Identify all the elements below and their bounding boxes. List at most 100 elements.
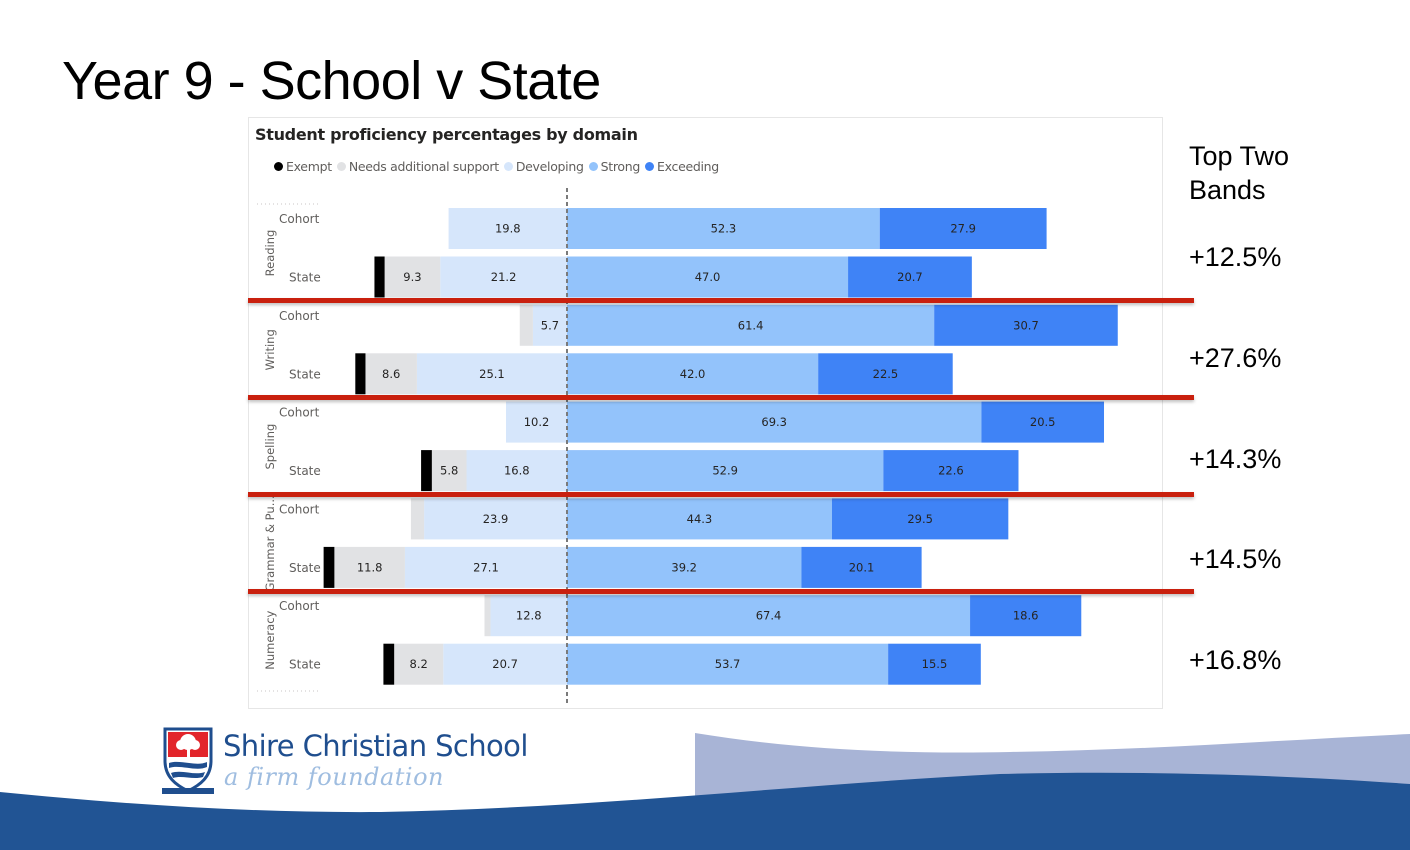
bar-exempt <box>355 353 366 395</box>
row-label: Cohort <box>279 599 320 613</box>
data-label: 20.5 <box>1030 415 1056 429</box>
row-label: State <box>289 658 321 672</box>
data-label: 15.5 <box>922 657 948 671</box>
bar-exceeding <box>888 643 981 685</box>
bar-developing <box>506 401 567 443</box>
bar-exceeding <box>934 304 1118 346</box>
top-two-heading-line1: Top Two <box>1189 141 1290 171</box>
legend-item-exceeding[interactable]: Exceeding <box>645 159 719 174</box>
data-label: 21.2 <box>491 270 517 284</box>
chart-title: Student proficiency percentages by domai… <box>255 125 638 144</box>
row-label: Cohort <box>279 502 320 516</box>
data-label: 22.6 <box>938 464 964 478</box>
domain-label: Grammar & Pu... <box>263 495 277 591</box>
legend-item-strong[interactable]: Strong <box>588 159 640 174</box>
row-label: Cohort <box>279 406 320 420</box>
divider-line <box>248 395 1194 400</box>
bar-developing <box>490 595 567 637</box>
legend-label: Developing <box>515 159 584 174</box>
top-two-diff-spelling: +14.3% <box>1189 444 1282 474</box>
school-name: Shire Christian School <box>223 729 528 763</box>
chart-visual: Student proficiency percentages by domai… <box>248 117 1163 709</box>
divider-line <box>248 298 1194 303</box>
data-label: 12.8 <box>516 609 542 623</box>
bar-developing <box>466 450 567 492</box>
bar-developing <box>424 498 567 540</box>
top-two-diff-grammar: +14.5% <box>1189 544 1282 574</box>
bar-exempt <box>383 643 395 685</box>
bar-exceeding <box>970 595 1082 637</box>
bar-developing <box>532 304 567 346</box>
chart-plot-area: 19.8 52.3 27.9 Cohort 21.2 9.3 47.0 20.7 State Re… <box>257 188 1118 706</box>
bar-strong <box>567 546 802 588</box>
top-two-diff-numeracy: +16.8% <box>1189 645 1282 675</box>
bar-exceeding <box>831 498 1009 540</box>
legend-label: Exempt <box>286 159 332 174</box>
bar-developing <box>440 256 567 298</box>
data-label: 9.3 <box>403 270 421 284</box>
data-label: 8.6 <box>382 367 400 381</box>
bar-needs-additional-support <box>394 643 444 685</box>
data-label: 67.4 <box>756 609 782 623</box>
data-label: 61.4 <box>738 318 764 332</box>
bar-needs-additional-support <box>384 256 441 298</box>
domain-label: Reading <box>263 230 277 277</box>
bar-strong <box>567 643 889 685</box>
school-crest-logo <box>162 727 214 794</box>
bar-needs-additional-support <box>334 546 405 588</box>
row-label: State <box>289 271 321 285</box>
bar-developing <box>443 643 567 685</box>
slide-title: Year 9 - School v State <box>62 51 601 111</box>
footer-wave-dark <box>0 772 1410 850</box>
data-label: 29.5 <box>907 512 933 526</box>
data-label: 30.7 <box>1013 318 1039 332</box>
bar-needs-additional-support <box>519 304 533 346</box>
data-label: 52.9 <box>712 464 738 478</box>
data-label: 39.2 <box>671 560 697 574</box>
data-label: 23.9 <box>483 512 509 526</box>
bar-exempt <box>374 256 385 298</box>
data-label: 44.3 <box>687 512 713 526</box>
bar-exceeding <box>801 546 922 588</box>
legend-item-developing[interactable]: Developing <box>503 159 584 174</box>
legend-dot-exempt <box>274 162 283 171</box>
data-label: 27.1 <box>473 560 499 574</box>
legend-dot-exceeding <box>645 162 655 171</box>
row-label: State <box>289 561 321 575</box>
legend-label: Needs additional support <box>348 159 499 174</box>
legend-dot-strong <box>588 162 598 171</box>
data-label: 10.2 <box>524 415 550 429</box>
bar-exempt <box>323 546 335 588</box>
bar-needs-additional-support <box>365 353 417 395</box>
row-label: Cohort <box>279 212 320 226</box>
domain-label: Spelling <box>263 424 277 470</box>
school-tagline: a firm foundation <box>224 763 444 791</box>
top-two-diff-writing: +27.6% <box>1189 343 1282 373</box>
data-label: 25.1 <box>479 367 505 381</box>
bar-strong <box>567 208 880 249</box>
legend-dot-needs-support <box>336 162 346 171</box>
top-two-diff-reading: +12.5% <box>1189 242 1282 272</box>
row-label: Cohort <box>279 309 320 323</box>
data-label: 53.7 <box>715 657 741 671</box>
bar-strong <box>567 450 884 492</box>
bar-strong <box>567 256 849 298</box>
data-label: 5.7 <box>541 318 559 332</box>
legend-item-exempt[interactable]: Exempt <box>274 159 332 174</box>
bar-exceeding <box>879 208 1047 249</box>
divider-line <box>248 492 1194 497</box>
bar-developing <box>416 353 567 395</box>
divider-line <box>248 589 1194 594</box>
data-label: 27.9 <box>950 222 976 236</box>
bar-exceeding <box>818 353 953 395</box>
top-two-heading-line2: Bands <box>1189 175 1266 205</box>
legend-item-needs-support[interactable]: Needs additional support <box>336 159 499 174</box>
legend-dot-developing <box>503 162 513 171</box>
data-label: 20.1 <box>849 560 875 574</box>
data-label: 16.8 <box>504 464 530 478</box>
row-label: State <box>289 367 321 381</box>
bar-developing <box>404 546 567 588</box>
row-label: State <box>289 464 321 478</box>
data-label: 20.7 <box>492 657 518 671</box>
bar-strong <box>567 498 832 540</box>
